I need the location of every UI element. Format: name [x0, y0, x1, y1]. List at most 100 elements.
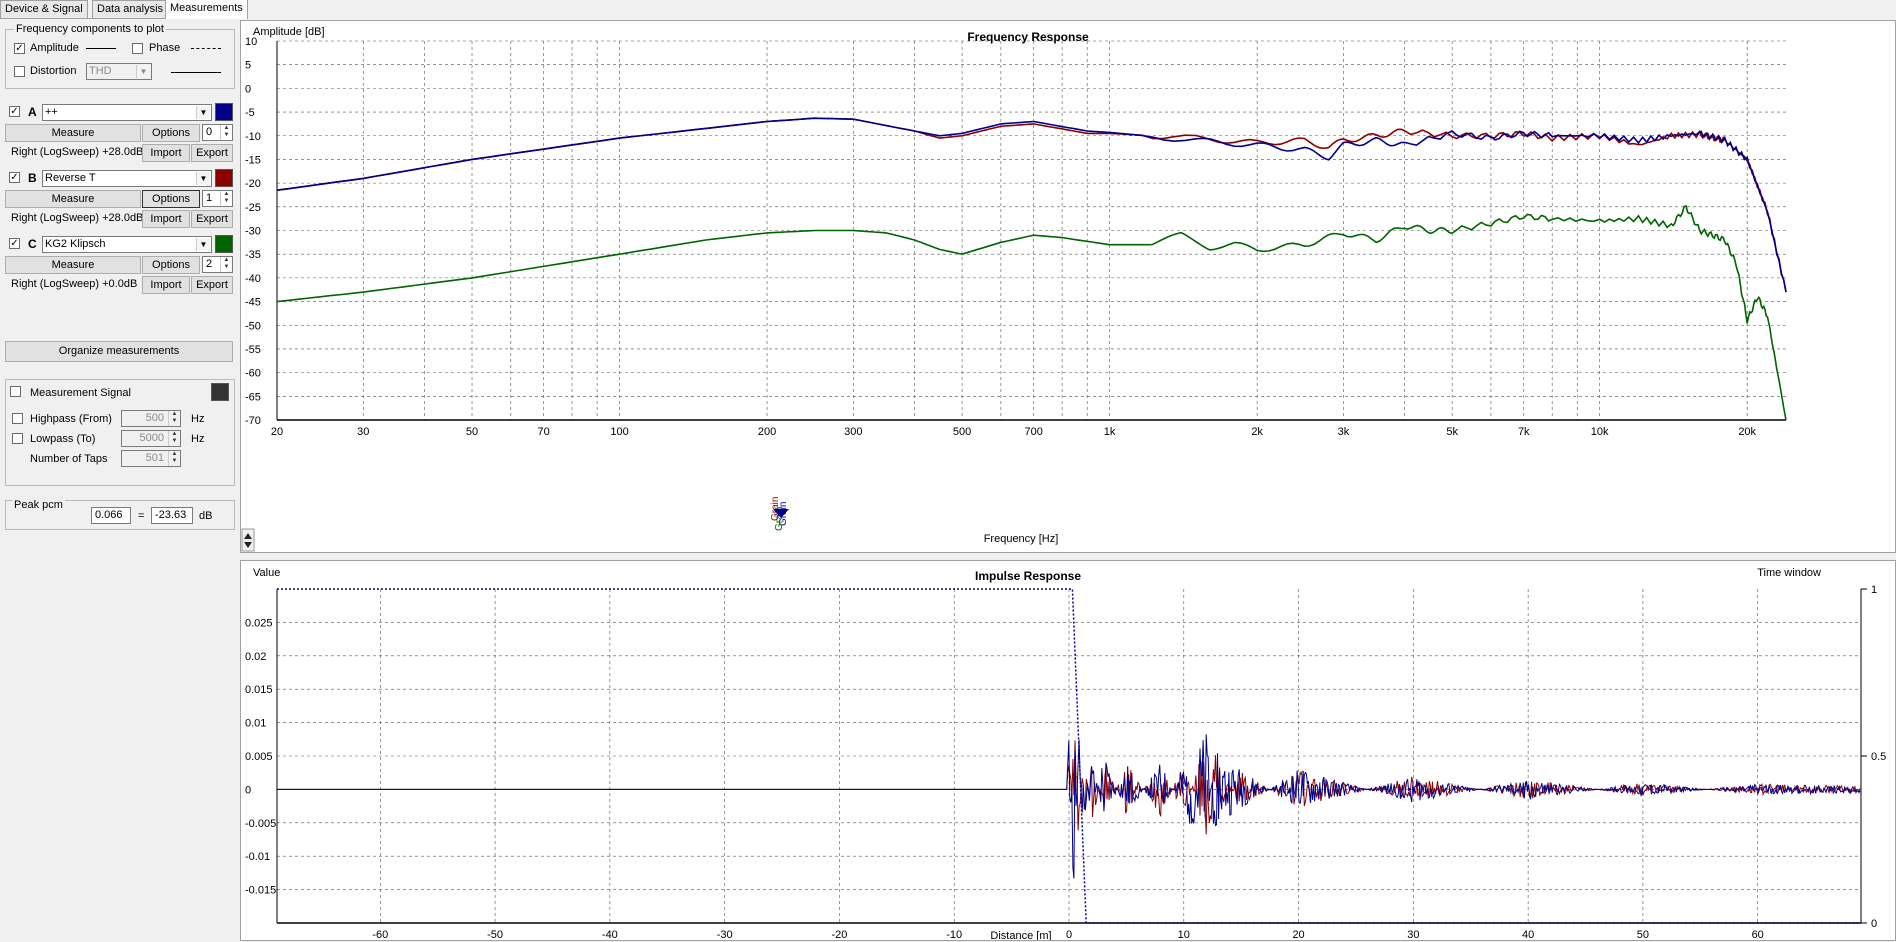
frequency-y-tick-label: 0 — [245, 83, 251, 95]
spinner-arrows-icon[interactable]: ▲ ▼ — [168, 411, 180, 426]
distortion-checkbox[interactable] — [14, 66, 25, 77]
impulse-title: Impulse Response — [975, 569, 1081, 583]
amplitude-line-style — [86, 48, 116, 49]
peak-value: 0.066 — [95, 509, 123, 521]
frequency-y-tick-label: -10 — [245, 131, 261, 143]
peak-group: Peak pcm 0.066 = -23.63 dB — [5, 499, 235, 530]
measurement-c-import-button[interactable]: Import — [142, 276, 190, 294]
arrow-up-icon[interactable] — [244, 533, 252, 539]
spinner-arrows-icon[interactable]: ▲ ▼ — [220, 125, 232, 140]
arrow-down-icon[interactable] — [244, 542, 252, 548]
lowpass-checkbox[interactable] — [12, 433, 23, 444]
highpass-checkbox[interactable] — [12, 413, 23, 424]
measurement-a-import-button[interactable]: Import — [142, 144, 190, 162]
frequency-x-tick-label: 500 — [953, 426, 971, 438]
measurement-b-export-button[interactable]: Export — [191, 210, 233, 228]
frequency-series — [276, 117, 1787, 421]
measurement-a-index-stepper[interactable]: 0 ▲ ▼ — [202, 124, 233, 141]
organize-measurements-button[interactable]: Organize measurements — [5, 341, 233, 362]
impulse-x-tick-label: 20 — [1292, 929, 1304, 940]
measurement-c-index-stepper[interactable]: 2 ▲ ▼ — [202, 256, 233, 273]
measurement-b-name: Reverse T — [45, 172, 96, 184]
scroll-arrows[interactable] — [241, 528, 255, 552]
frequency-x-tick-label: 300 — [844, 426, 862, 438]
frequency-y-ticks: 10 5 0 -5 -10 -15 -20 -25 -30 -35 -40 -45 -50 -55 -60 -… — [245, 36, 261, 427]
tab-device-signal[interactable]: Device & Signal — [0, 0, 88, 18]
impulse-y2-tick-label: 1 — [1871, 584, 1877, 596]
measurement-c-export-button[interactable]: Export — [191, 276, 233, 294]
impulse-response-chart[interactable]: -60 -50 -40 -30 -20 -10 0 10 20 30 40 50 60 0.0250.0… — [241, 561, 1895, 940]
measurement-c-checkbox[interactable]: ✓ — [9, 238, 20, 249]
frequency-y-tick-label: -30 — [245, 226, 261, 238]
tab-data-analysis[interactable]: Data analysis — [92, 0, 169, 18]
measurement-b-import-button[interactable]: Import — [142, 210, 190, 228]
distortion-select[interactable]: THD ▼ — [86, 63, 152, 80]
measurement-slot-c: ✓ C KG2 Klipsch ▼ Measure Options 2 ▲ ▼ R… — [5, 234, 233, 306]
grain-markers[interactable]: Grain Grain Grain — [770, 497, 789, 531]
grain-marker-label: Grain — [774, 507, 785, 531]
frequency-response-chart[interactable]: 20 30 50 70 100 200 300 500 700 1k 2k 3k 5k 7k 10k 20k … — [241, 21, 1895, 552]
measurement-b-index-stepper[interactable]: 1 ▲ ▼ — [202, 190, 233, 207]
time-window-line — [277, 588, 1861, 924]
measurement-a-options-button[interactable]: Options — [142, 124, 200, 142]
frequency-y-tick-label: -50 — [245, 320, 261, 332]
measurement-b-checkbox[interactable]: ✓ — [9, 172, 20, 183]
frequency-x-tick-label: 20 — [271, 426, 283, 438]
spinner-arrows-icon[interactable]: ▲ ▼ — [220, 191, 232, 206]
chevron-down-icon: ▼ — [136, 65, 150, 78]
measurement-a-checkbox[interactable]: ✓ — [9, 106, 20, 117]
frequency-x-tick-label: 5k — [1446, 426, 1458, 438]
measurement-a-index: 0 — [206, 126, 213, 138]
measurement-b-options-button[interactable]: Options — [142, 190, 200, 208]
lowpass-unit: Hz — [191, 433, 205, 445]
measurement-c-color-swatch[interactable] — [215, 235, 233, 253]
frequency-x-tick-label: 30 — [357, 426, 369, 438]
impulse-x-tick-label: -50 — [487, 929, 503, 940]
amplitude-checkbox[interactable]: ✓ — [14, 43, 25, 54]
spinner-arrows-icon[interactable]: ▲ ▼ — [220, 257, 232, 272]
frequency-components-title: Frequency components to plot — [14, 23, 166, 35]
measurement-a-export-button[interactable]: Export — [191, 144, 233, 162]
tab-measurements[interactable]: Measurements — [165, 0, 248, 19]
measurement-b-measure-button[interactable]: Measure — [5, 190, 141, 208]
impulse-series — [277, 588, 1861, 924]
frequency-y-tick-label: -20 — [245, 178, 261, 190]
phase-checkbox[interactable] — [132, 43, 143, 54]
measurement-b-name-select[interactable]: Reverse T ▼ — [42, 170, 212, 187]
frequency-x-tick-label: 10k — [1591, 426, 1609, 438]
impulse-y2-tick-label: 0 — [1871, 918, 1877, 930]
impulse-response-panel: -60 -50 -40 -30 -20 -10 0 10 20 30 40 50 60 0.025 0.0… — [240, 560, 1896, 941]
measurement-c-info: Right (LogSweep) +0.0dB — [11, 278, 138, 290]
taps-field[interactable]: 501 ▲ ▼ — [121, 450, 181, 467]
measurement-a-color-swatch[interactable] — [215, 103, 233, 121]
measurement-slot-a: ✓ A ++ ▼ Measure Options 0 ▲ ▼ Right (Log… — [5, 102, 233, 174]
measurement-a-name-select[interactable]: ++ ▼ — [42, 104, 212, 121]
scroll-box — [241, 528, 255, 552]
impulse-x-tick-label: -40 — [602, 929, 618, 940]
measurement-signal-checkbox[interactable] — [10, 386, 21, 397]
impulse-y2label: Time window — [1757, 567, 1821, 579]
impulse-y-tick-label: 0 — [245, 784, 251, 796]
frequency-x-tick-label: 7k — [1518, 426, 1530, 438]
spinner-arrows-icon[interactable]: ▲ ▼ — [168, 431, 180, 446]
frequency-y-tick-label: -35 — [245, 249, 261, 261]
frequency-y-tick-label: -40 — [245, 273, 261, 285]
measurement-c-measure-button[interactable]: Measure — [5, 256, 141, 274]
measurement-b-index: 1 — [206, 192, 213, 204]
measurement-a-measure-button[interactable]: Measure — [5, 124, 141, 142]
impulse-y-tick-label: 0.005 — [245, 751, 273, 763]
peak-db-value: -23.63 — [155, 509, 187, 521]
lowpass-field[interactable]: 5000 ▲ ▼ — [121, 430, 181, 447]
impulse-x-tick-label: 50 — [1637, 929, 1649, 940]
measurement-signal-color-swatch[interactable] — [211, 383, 229, 401]
spinner-arrows-icon[interactable]: ▲ ▼ — [168, 451, 180, 466]
highpass-field[interactable]: 500 ▲ ▼ — [121, 410, 181, 427]
impulse-y-tick-label: 0.01 — [245, 718, 266, 730]
measurement-c-letter: C — [28, 237, 37, 251]
measurement-b-color-swatch[interactable] — [215, 169, 233, 187]
frequency-components-group: Frequency components to plot ✓ Amplitude… — [5, 23, 235, 89]
grain-marker-arrow-icon — [773, 509, 789, 518]
measurement-c-name-select[interactable]: KG2 Klipsch ▼ — [42, 236, 212, 253]
measurement-b-letter: B — [28, 171, 37, 185]
measurement-c-options-button[interactable]: Options — [142, 256, 200, 274]
